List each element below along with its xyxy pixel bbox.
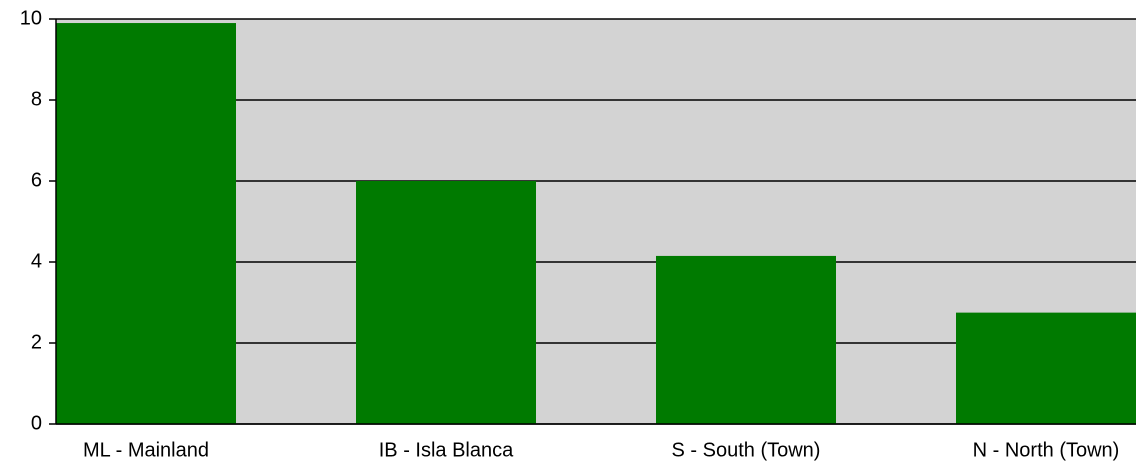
y-tick-label: 6	[31, 169, 42, 191]
bar	[356, 181, 536, 424]
x-tick-label: S - South (Town)	[672, 439, 821, 461]
bar	[56, 23, 236, 425]
x-tick-label: ML - Mainland	[83, 439, 209, 461]
y-tick-label: 10	[20, 7, 42, 29]
x-tick-label: N - North (Town)	[973, 439, 1120, 461]
x-tick-label: IB - Isla Blanca	[379, 439, 514, 461]
bar	[956, 312, 1136, 424]
y-tick-label: 2	[31, 331, 42, 353]
bar	[656, 255, 836, 424]
y-tick-label: 0	[31, 412, 42, 434]
y-tick-label: 4	[31, 250, 42, 272]
y-tick-label: 8	[31, 88, 42, 110]
